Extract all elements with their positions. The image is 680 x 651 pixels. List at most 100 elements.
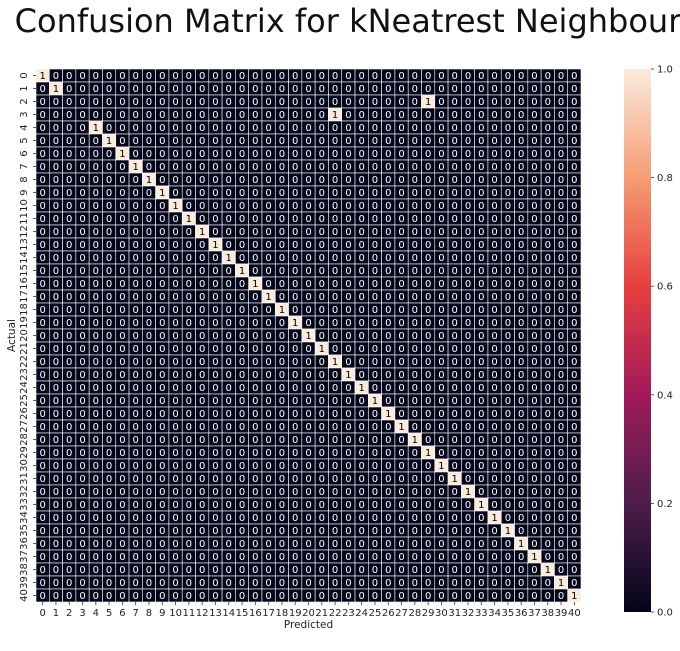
cell-value-label: 0	[93, 227, 99, 238]
cell-value-label: 0	[279, 578, 285, 589]
cell-value-label: 0	[53, 97, 59, 108]
cell-value-label: 0	[53, 201, 59, 212]
cell-value-label: 0	[491, 591, 497, 602]
cell-value-label: 0	[398, 526, 404, 537]
cell-value-label: 0	[305, 84, 311, 95]
cell-value-label: 0	[345, 214, 351, 225]
x-tick-label: 23	[342, 608, 355, 619]
cell-value-label: 1	[279, 305, 285, 316]
cell-value-label: 0	[119, 162, 125, 173]
cell-value-label: 0	[212, 539, 218, 550]
cell-value-label: 0	[159, 110, 165, 121]
cell-value-label: 0	[385, 357, 391, 368]
cell-value-label: 0	[66, 344, 72, 355]
y-tick-label: 20	[19, 329, 30, 342]
cell-value-label: 0	[385, 253, 391, 264]
cell-value-label: 1	[172, 201, 178, 212]
cell-value-label: 0	[199, 526, 205, 537]
cell-value-label: 0	[93, 552, 99, 563]
cell-value-label: 0	[226, 383, 232, 394]
cell-value-label: 0	[133, 71, 139, 82]
cell-value-label: 0	[358, 136, 364, 147]
cell-value-label: 0	[292, 526, 298, 537]
cell-value-label: 0	[279, 331, 285, 342]
cell-value-label: 0	[79, 279, 85, 290]
cell-value-label: 0	[518, 136, 524, 147]
cell-value-label: 0	[66, 123, 72, 134]
cell-value-label: 0	[518, 84, 524, 95]
cell-value-label: 0	[398, 162, 404, 173]
cell-value-label: 0	[119, 591, 125, 602]
cell-value-label: 0	[172, 474, 178, 485]
cell-value-label: 0	[385, 396, 391, 407]
cell-value-label: 0	[279, 448, 285, 459]
cell-value-label: 0	[226, 331, 232, 342]
cell-value-label: 0	[212, 305, 218, 316]
cell-value-label: 0	[146, 344, 152, 355]
cell-value-label: 0	[372, 474, 378, 485]
cell-value-label: 0	[332, 448, 338, 459]
cell-value-label: 0	[319, 175, 325, 186]
cell-value-label: 0	[39, 149, 45, 160]
cell-value-label: 0	[372, 591, 378, 602]
cell-value-label: 0	[66, 409, 72, 420]
cell-value-label: 0	[252, 513, 258, 524]
cell-value-label: 0	[491, 201, 497, 212]
cell-value-label: 0	[518, 409, 524, 420]
cell-value-label: 0	[159, 123, 165, 134]
cell-value-label: 0	[212, 344, 218, 355]
cell-value-label: 0	[571, 409, 577, 420]
cell-value-label: 0	[345, 500, 351, 511]
cell-value-label: 0	[119, 97, 125, 108]
cell-value-label: 0	[358, 422, 364, 433]
cell-value-label: 0	[425, 409, 431, 420]
cell-value-label: 0	[265, 149, 271, 160]
cell-value-label: 0	[119, 383, 125, 394]
cell-value-label: 0	[358, 318, 364, 329]
y-tick-label: 39	[19, 576, 30, 589]
cell-value-label: 0	[292, 357, 298, 368]
cell-value-label: 0	[119, 71, 125, 82]
cell-value-label: 0	[133, 97, 139, 108]
cell-value-label: 1	[545, 565, 551, 576]
cell-value-label: 0	[531, 136, 537, 147]
cell-value-label: 0	[159, 513, 165, 524]
cell-value-label: 0	[212, 188, 218, 199]
cell-value-label: 0	[412, 539, 418, 550]
cell-value-label: 0	[239, 396, 245, 407]
cell-value-label: 0	[265, 136, 271, 147]
cell-value-label: 0	[305, 435, 311, 446]
cell-value-label: 0	[412, 591, 418, 602]
colorbar	[624, 69, 651, 612]
cell-value-label: 0	[292, 461, 298, 472]
cell-value-label: 0	[571, 71, 577, 82]
x-tick-label: 32	[462, 608, 475, 619]
cell-value-label: 0	[531, 110, 537, 121]
cell-value-label: 0	[558, 227, 564, 238]
cell-value-label: 0	[491, 136, 497, 147]
cell-value-label: 0	[172, 344, 178, 355]
cell-value-label: 0	[385, 591, 391, 602]
cell-value-label: 0	[172, 149, 178, 160]
cell-value-label: 0	[345, 110, 351, 121]
cell-value-label: 0	[172, 539, 178, 550]
cell-value-label: 0	[53, 253, 59, 264]
cell-value-label: 0	[279, 474, 285, 485]
cell-value-label: 0	[305, 136, 311, 147]
cell-value-label: 0	[545, 591, 551, 602]
cell-value-label: 0	[332, 435, 338, 446]
cell-value-label: 0	[372, 500, 378, 511]
cell-value-label: 0	[571, 474, 577, 485]
cell-value-label: 0	[252, 474, 258, 485]
cell-value-label: 0	[119, 123, 125, 134]
cell-value-label: 0	[212, 448, 218, 459]
cell-value-label: 0	[358, 526, 364, 537]
cell-value-label: 0	[438, 578, 444, 589]
cell-value-label: 0	[212, 84, 218, 95]
cell-value-label: 0	[465, 214, 471, 225]
cell-value-label: 0	[305, 188, 311, 199]
cell-value-label: 0	[452, 591, 458, 602]
cell-value-label: 0	[319, 136, 325, 147]
cell-value-label: 0	[438, 253, 444, 264]
cell-value-label: 0	[385, 162, 391, 173]
